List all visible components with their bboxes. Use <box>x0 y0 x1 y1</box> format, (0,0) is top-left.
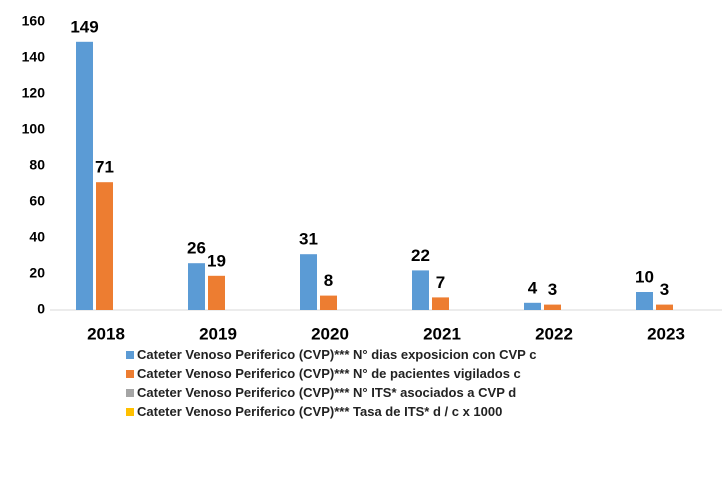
bar <box>432 297 449 310</box>
legend-swatch <box>126 389 134 397</box>
legend-item: Cateter Venoso Periferico (CVP)*** N° de… <box>126 366 626 382</box>
legend-swatch <box>126 370 134 378</box>
data-label: 3 <box>660 280 669 299</box>
legend-swatch <box>126 351 134 359</box>
data-label: 8 <box>324 271 333 290</box>
bar <box>188 263 205 310</box>
y-tick-label: 20 <box>29 265 45 281</box>
legend-item: Cateter Venoso Periferico (CVP)*** Tasa … <box>126 404 626 420</box>
data-label: 26 <box>187 239 206 258</box>
legend-label: Cateter Venoso Periferico (CVP)*** N° IT… <box>137 385 517 400</box>
data-label: 71 <box>95 158 114 177</box>
legend-item: Cateter Venoso Periferico (CVP)*** N° IT… <box>126 385 626 401</box>
y-tick-label: 40 <box>29 229 45 245</box>
y-tick-label: 120 <box>22 85 46 101</box>
data-label: 4 <box>528 278 538 297</box>
legend-label: Cateter Venoso Periferico (CVP)*** Tasa … <box>137 404 503 419</box>
data-label: 149 <box>70 17 98 36</box>
legend: Cateter Venoso Periferico (CVP)*** N° di… <box>126 347 626 423</box>
bar <box>76 41 93 311</box>
bar <box>208 275 225 310</box>
bar <box>524 302 541 310</box>
y-tick-label: 100 <box>22 121 46 137</box>
data-label: 22 <box>411 246 430 265</box>
y-tick-label: 140 <box>22 49 46 65</box>
x-tick-label: 2021 <box>423 324 461 343</box>
x-tick-label: 2023 <box>647 324 685 343</box>
data-label: 7 <box>436 273 445 292</box>
y-tick-label: 160 <box>22 13 46 29</box>
data-label: 31 <box>299 230 318 249</box>
y-tick-label: 60 <box>29 193 45 209</box>
bar <box>412 270 429 310</box>
x-tick-label: 2019 <box>199 324 237 343</box>
x-tick-label: 2020 <box>311 324 349 343</box>
legend-item: Cateter Venoso Periferico (CVP)*** N° di… <box>126 347 626 363</box>
legend-swatch <box>126 408 134 416</box>
x-tick-label: 2022 <box>535 324 573 343</box>
bar <box>656 304 673 310</box>
bar <box>636 292 653 310</box>
x-tick-label: 2018 <box>87 324 125 343</box>
data-label: 3 <box>548 280 557 299</box>
bar <box>320 295 337 310</box>
bar <box>300 254 317 310</box>
legend-label: Cateter Venoso Periferico (CVP)*** N° di… <box>137 347 537 362</box>
bar <box>96 182 113 310</box>
data-label: 10 <box>635 267 654 286</box>
legend-label: Cateter Venoso Periferico (CVP)*** N° de… <box>137 366 521 381</box>
bar <box>544 304 561 310</box>
y-tick-label: 80 <box>29 157 45 173</box>
y-tick-label: 0 <box>37 301 45 317</box>
data-label: 19 <box>207 251 226 270</box>
